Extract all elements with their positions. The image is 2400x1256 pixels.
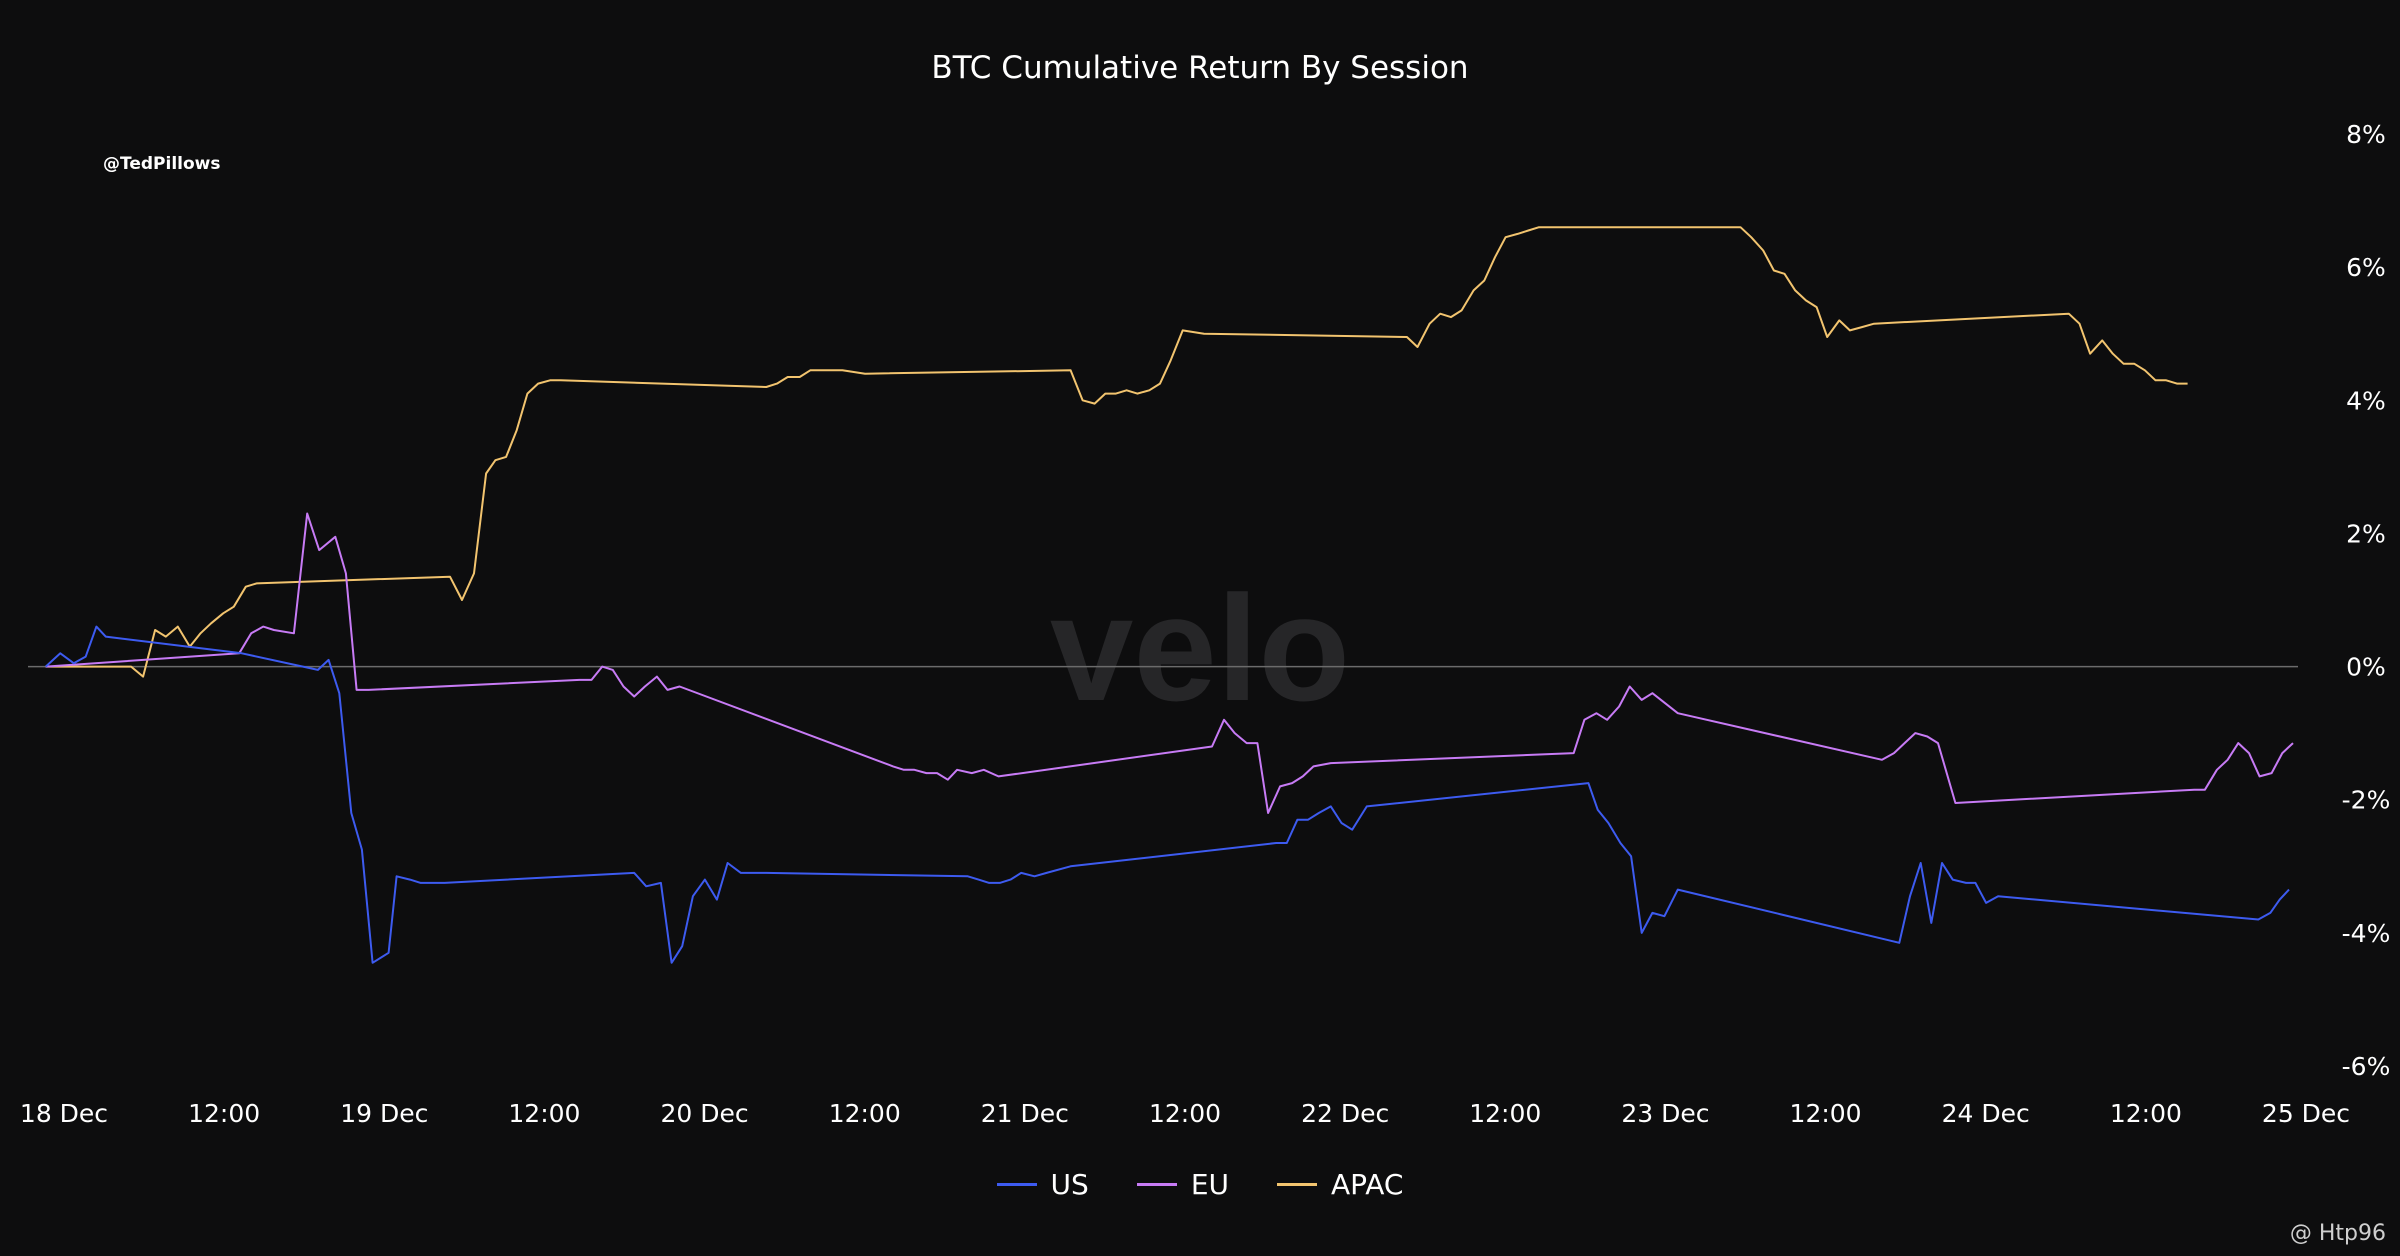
corner-watermark: @ Htp96 <box>2289 1221 2386 1246</box>
x-tick-label: 12:00 <box>1790 1099 1862 1128</box>
y-tick-label: 8% <box>2346 120 2386 149</box>
x-tick-label: 12:00 <box>1469 1099 1541 1128</box>
x-tick-label: 20 Dec <box>661 1099 749 1128</box>
x-tick-label: 24 Dec <box>1942 1099 2030 1128</box>
y-tick-label: 0% <box>2346 653 2386 682</box>
y-tick-label: -4% <box>2342 919 2391 948</box>
legend-label-apac: APAC <box>1331 1168 1404 1201</box>
y-tick-label: -2% <box>2342 786 2391 815</box>
legend-item-eu[interactable]: EU <box>1136 1168 1229 1201</box>
x-tick-label: 21 Dec <box>981 1099 1069 1128</box>
legend-item-apac[interactable]: APAC <box>1277 1168 1403 1201</box>
x-tick-label: 12:00 <box>508 1099 580 1128</box>
legend-swatch-us <box>996 1183 1037 1186</box>
x-tick-label: 12:00 <box>1149 1099 1221 1128</box>
series-line-us <box>45 625 2290 964</box>
x-tick-label: 23 Dec <box>1621 1099 1709 1128</box>
x-tick-label: 12:00 <box>2110 1099 2182 1128</box>
y-tick-label: 4% <box>2346 386 2386 415</box>
legend-label-us: US <box>1050 1168 1089 1201</box>
legend-swatch-eu <box>1136 1183 1177 1186</box>
x-tick-label: 19 Dec <box>340 1099 428 1128</box>
legend-label-eu: EU <box>1190 1168 1229 1201</box>
chart-title: BTC Cumulative Return By Session <box>931 50 1469 86</box>
legend-swatch-apac <box>1277 1183 1317 1186</box>
series-line-apac <box>45 226 2188 678</box>
watermark-logo: velo <box>1050 564 1350 732</box>
series-line-eu <box>45 512 2294 814</box>
x-tick-label: 18 Dec <box>20 1099 108 1128</box>
x-tick-label: 12:00 <box>829 1099 901 1128</box>
legend: US EU APAC <box>0 1168 2400 1201</box>
x-tick-label: 12:00 <box>188 1099 260 1128</box>
y-tick-label: 2% <box>2346 519 2386 548</box>
legend-item-us[interactable]: US <box>996 1168 1089 1201</box>
y-tick-label: 6% <box>2346 253 2386 282</box>
author-handle: @TedPillows <box>103 154 221 174</box>
y-tick-label: -6% <box>2342 1052 2391 1081</box>
x-tick-label: 22 Dec <box>1301 1099 1389 1128</box>
x-tick-label: 25 Dec <box>2262 1099 2350 1128</box>
